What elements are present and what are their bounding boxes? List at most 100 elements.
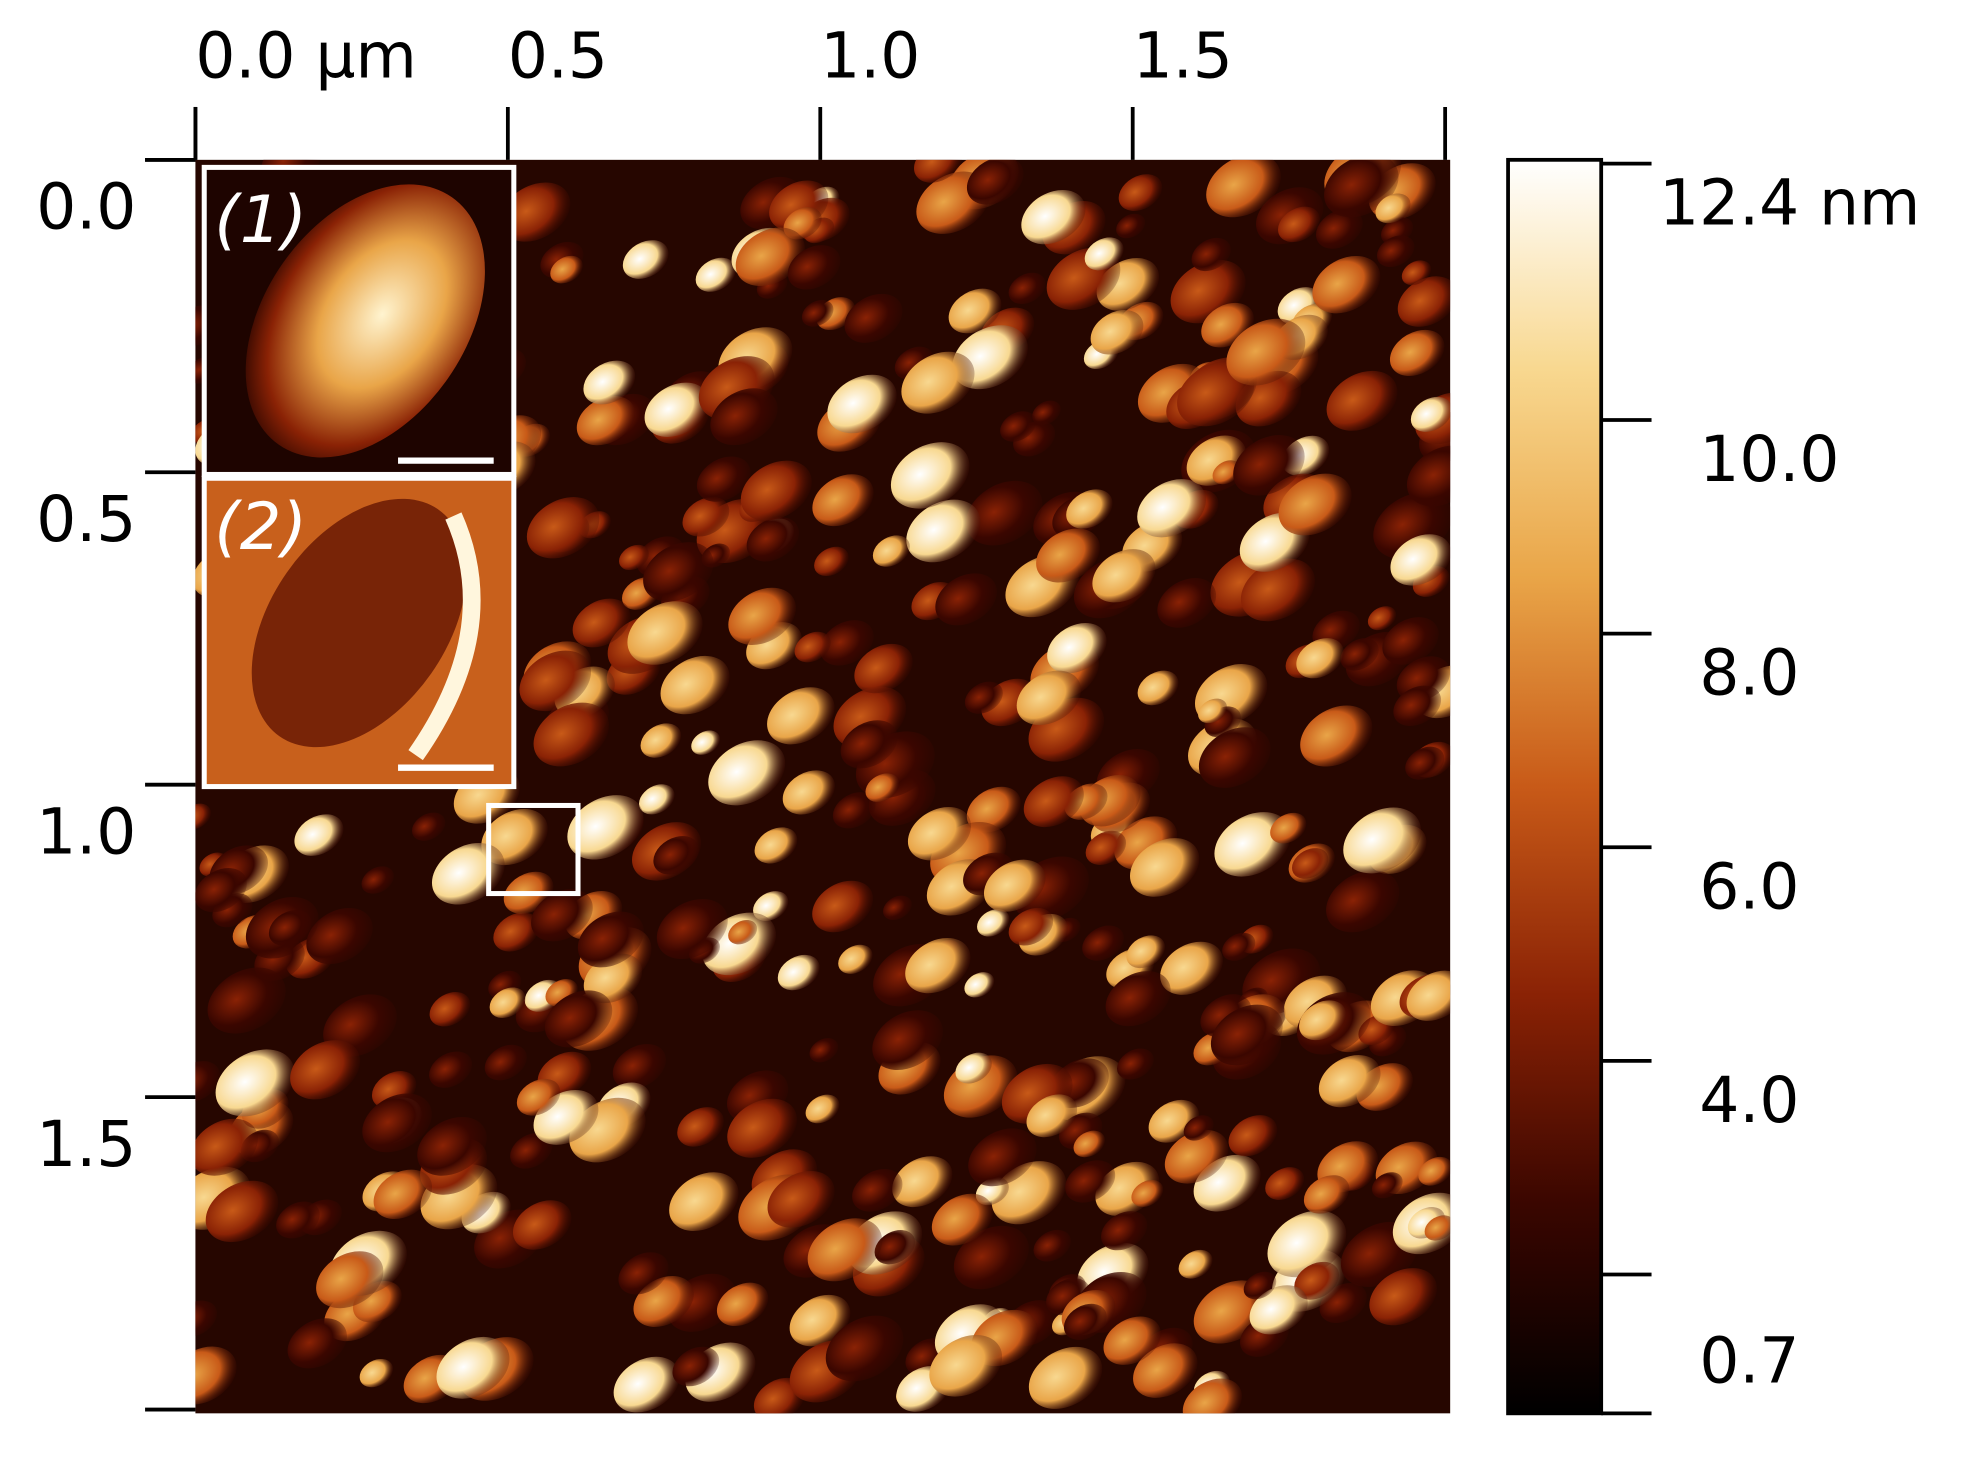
feature bbox=[716, 1282, 769, 1327]
feature bbox=[1092, 549, 1156, 603]
feature bbox=[1406, 445, 1451, 507]
feature bbox=[361, 866, 394, 894]
feature bbox=[1116, 213, 1146, 239]
feature bbox=[362, 1093, 432, 1153]
feature bbox=[1418, 1156, 1451, 1186]
feature bbox=[572, 598, 631, 648]
feature bbox=[653, 836, 699, 875]
feature bbox=[789, 1294, 851, 1347]
feature bbox=[489, 987, 526, 1018]
feature bbox=[577, 911, 644, 968]
feature bbox=[215, 1049, 295, 1117]
feature bbox=[1410, 396, 1451, 432]
feature bbox=[519, 650, 592, 712]
feature bbox=[1021, 189, 1086, 245]
y-tick-label: 0.5 bbox=[36, 483, 136, 556]
feature bbox=[696, 456, 751, 502]
feature bbox=[195, 1346, 237, 1405]
feature bbox=[1296, 638, 1344, 679]
feature bbox=[656, 898, 728, 960]
feature bbox=[1222, 932, 1256, 961]
feature bbox=[1226, 318, 1306, 386]
feature bbox=[1397, 276, 1451, 327]
feature bbox=[1265, 1167, 1305, 1200]
feature bbox=[838, 944, 873, 974]
feature bbox=[872, 535, 910, 567]
feature bbox=[807, 1218, 883, 1282]
feature bbox=[1367, 606, 1397, 631]
feature bbox=[1401, 260, 1432, 286]
colorbar-tick-label: 10.0 bbox=[1699, 423, 1839, 496]
feature bbox=[794, 631, 831, 663]
feature bbox=[660, 655, 730, 715]
feature bbox=[727, 1098, 797, 1158]
feature bbox=[767, 687, 835, 745]
feature bbox=[964, 681, 1003, 714]
feature bbox=[207, 967, 286, 1034]
feature bbox=[844, 293, 903, 343]
feature bbox=[1157, 578, 1217, 628]
feature bbox=[1160, 941, 1223, 995]
colorbar-tick-label: 12.4 nm bbox=[1659, 167, 1920, 240]
inset-label: (2) bbox=[214, 489, 307, 565]
feature bbox=[195, 1300, 217, 1337]
inset-1: (1) bbox=[201, 164, 517, 477]
feature bbox=[276, 1201, 320, 1239]
feature bbox=[746, 517, 800, 562]
feature bbox=[1243, 1271, 1277, 1300]
feature bbox=[1382, 617, 1439, 665]
feature bbox=[708, 740, 786, 806]
feature bbox=[195, 803, 211, 830]
feature bbox=[955, 1052, 992, 1084]
feature bbox=[1326, 870, 1400, 933]
feature bbox=[531, 889, 593, 942]
feature bbox=[1228, 1115, 1278, 1157]
feature bbox=[1065, 1160, 1116, 1203]
feature bbox=[882, 895, 912, 921]
feature bbox=[1300, 705, 1373, 767]
feature bbox=[983, 859, 1046, 912]
feature bbox=[1326, 370, 1398, 431]
feature bbox=[669, 1172, 739, 1231]
feature bbox=[417, 1116, 487, 1176]
colorbar-tick-label: 6.0 bbox=[1699, 850, 1799, 923]
feature bbox=[1318, 1055, 1381, 1108]
feature bbox=[753, 891, 789, 921]
feature bbox=[691, 730, 720, 755]
feature bbox=[533, 702, 610, 767]
feature bbox=[1117, 1048, 1154, 1080]
feature bbox=[290, 1040, 361, 1100]
feature bbox=[306, 907, 373, 965]
feature bbox=[1085, 830, 1127, 865]
feature bbox=[1073, 1130, 1105, 1158]
feature bbox=[905, 938, 971, 994]
feature bbox=[728, 587, 796, 645]
feature bbox=[948, 288, 1002, 334]
feature bbox=[682, 496, 730, 537]
feature bbox=[619, 544, 649, 571]
feature bbox=[1270, 812, 1307, 844]
feature bbox=[627, 601, 703, 665]
feature bbox=[1082, 925, 1124, 961]
feature bbox=[1405, 746, 1445, 780]
colorbar bbox=[1506, 157, 1604, 1416]
feature bbox=[1406, 970, 1451, 1021]
y-tick-label: 0.0 bbox=[36, 171, 136, 244]
x-tick-label: 1.0 bbox=[820, 19, 920, 92]
feature bbox=[622, 240, 669, 279]
feature bbox=[1389, 329, 1445, 376]
feature bbox=[613, 1356, 680, 1413]
feature bbox=[510, 1132, 553, 1169]
feature bbox=[827, 374, 897, 434]
feature bbox=[644, 382, 709, 437]
feature bbox=[805, 1094, 840, 1124]
feature bbox=[287, 1318, 347, 1369]
feature bbox=[728, 919, 758, 945]
feature bbox=[840, 720, 898, 769]
inset-2: (2) bbox=[201, 475, 517, 790]
feature bbox=[966, 786, 1021, 833]
feature bbox=[872, 1010, 943, 1071]
feature bbox=[493, 912, 540, 952]
feature bbox=[825, 1315, 904, 1382]
